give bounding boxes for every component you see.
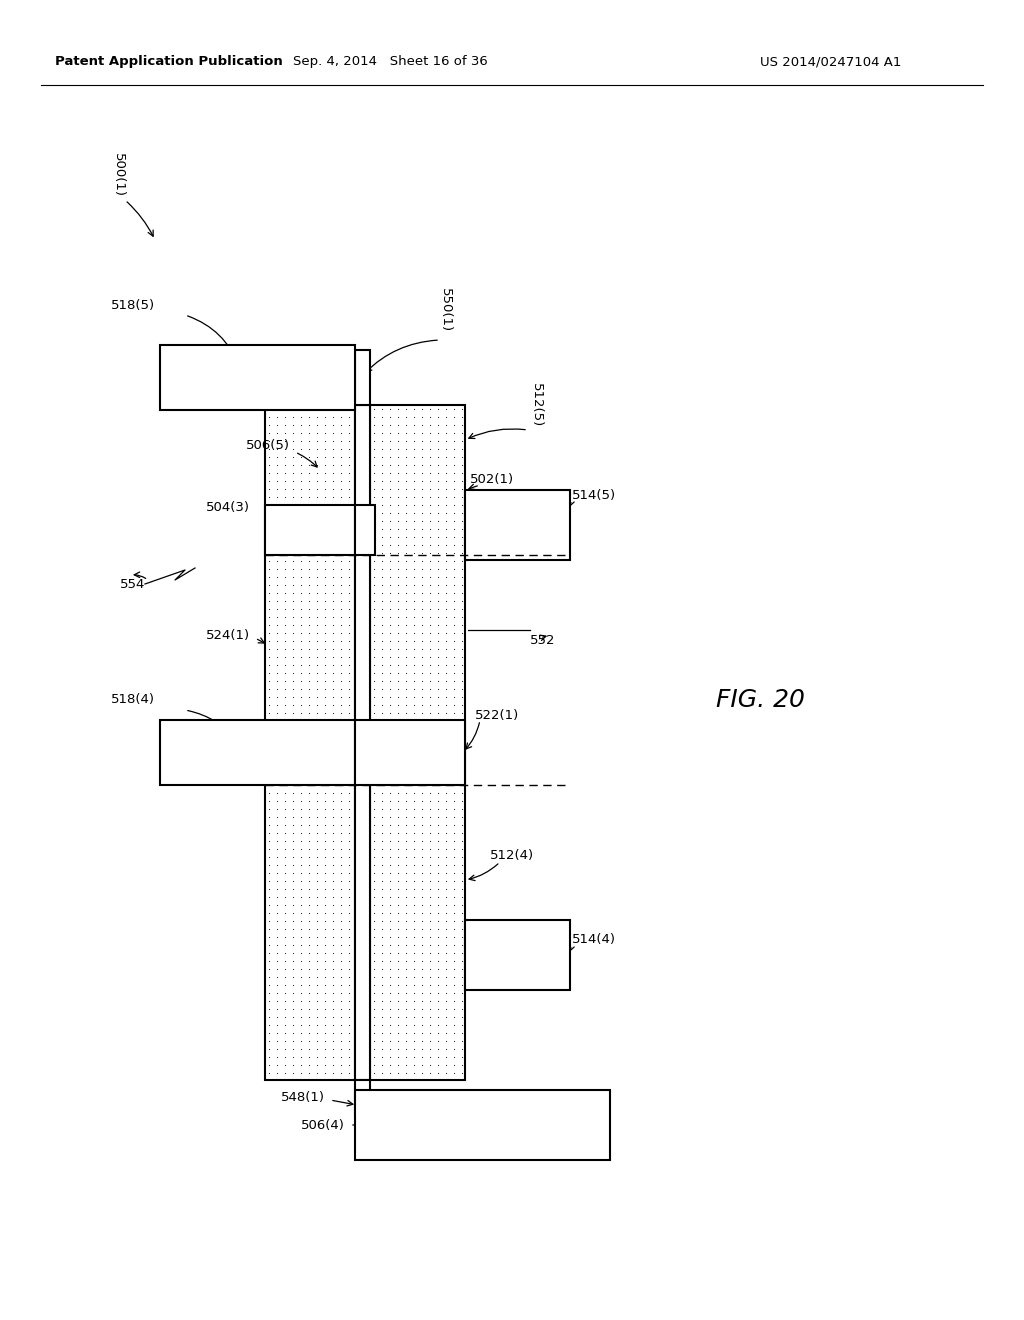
Text: 504(3): 504(3) bbox=[206, 502, 250, 515]
Bar bbox=[465, 920, 570, 990]
Bar bbox=[465, 490, 570, 560]
Text: 506(4): 506(4) bbox=[301, 1118, 345, 1131]
Text: Patent Application Publication: Patent Application Publication bbox=[55, 55, 283, 69]
Bar bbox=[355, 350, 370, 405]
Text: US 2014/0247104 A1: US 2014/0247104 A1 bbox=[760, 55, 901, 69]
Bar bbox=[355, 719, 465, 785]
Text: 514(5): 514(5) bbox=[572, 488, 616, 502]
Text: 512(4): 512(4) bbox=[490, 849, 535, 862]
Text: 518(4): 518(4) bbox=[111, 693, 155, 706]
Text: 514(4): 514(4) bbox=[572, 933, 616, 946]
Bar bbox=[355, 1090, 610, 1160]
Text: 518(5): 518(5) bbox=[111, 298, 155, 312]
Text: 502(1): 502(1) bbox=[470, 474, 514, 487]
Text: 512(5): 512(5) bbox=[530, 383, 543, 428]
Text: 506(5): 506(5) bbox=[246, 438, 290, 451]
Bar bbox=[265, 506, 355, 554]
Text: 554: 554 bbox=[120, 578, 145, 591]
Bar bbox=[265, 405, 355, 1080]
Bar bbox=[355, 1080, 370, 1115]
Bar bbox=[160, 345, 355, 411]
Text: FIG. 20: FIG. 20 bbox=[716, 688, 805, 711]
Bar bbox=[160, 719, 355, 785]
Bar bbox=[355, 506, 375, 554]
Text: 524(1): 524(1) bbox=[206, 628, 250, 642]
Text: Sep. 4, 2014   Sheet 16 of 36: Sep. 4, 2014 Sheet 16 of 36 bbox=[293, 55, 487, 69]
Bar bbox=[370, 405, 465, 1080]
Text: 522(1): 522(1) bbox=[475, 709, 519, 722]
Bar bbox=[355, 405, 370, 1080]
Text: 552: 552 bbox=[530, 634, 555, 647]
Text: 550(1): 550(1) bbox=[438, 288, 452, 333]
Text: 500(1): 500(1) bbox=[112, 153, 125, 197]
Text: 548(1): 548(1) bbox=[281, 1092, 325, 1105]
Text: 510(1): 510(1) bbox=[355, 648, 369, 692]
